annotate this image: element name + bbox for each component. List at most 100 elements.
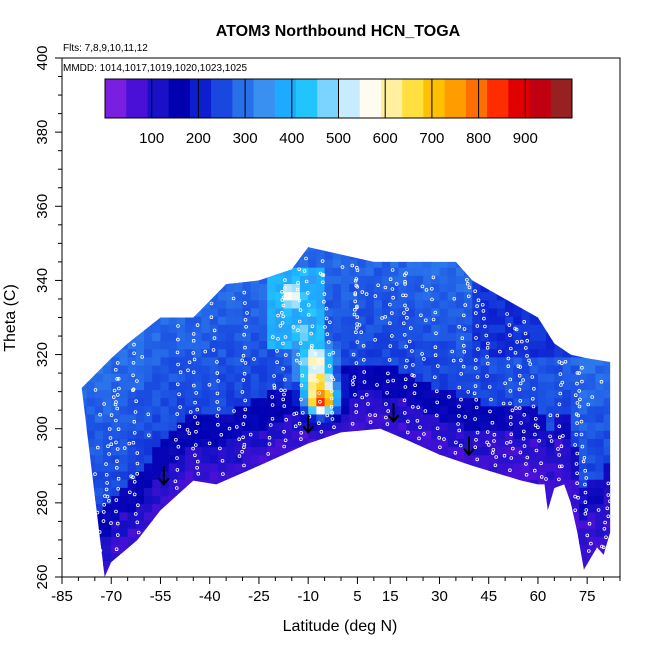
heatmap-cell [193, 568, 203, 578]
observation-point [112, 388, 117, 393]
observation-point [330, 375, 334, 380]
heatmap-cell [505, 470, 514, 480]
observation-point [350, 421, 355, 426]
observation-point [281, 341, 285, 346]
observation-point [187, 431, 192, 436]
heatmap-cell [250, 275, 260, 284]
heatmap-cell [587, 470, 596, 480]
heatmap-cell [562, 422, 572, 431]
heatmap-cell [160, 389, 170, 399]
y-tick-label: 300 [34, 416, 51, 441]
observation-point [559, 444, 564, 449]
heatmap-cell [250, 356, 260, 366]
heatmap-cell [234, 405, 244, 415]
heatmap-cell [185, 413, 194, 423]
heatmap-cell [365, 316, 375, 325]
heatmap-cell [258, 544, 268, 554]
heatmap-cell [505, 560, 514, 570]
heatmap-cell [94, 356, 104, 366]
heatmap-cell [94, 381, 104, 391]
heatmap-cell [209, 528, 219, 537]
heatmap-cell [414, 389, 424, 399]
observation-point [580, 379, 584, 384]
observation-point [280, 289, 284, 294]
heatmap-cell [250, 446, 260, 456]
heatmap-cell [324, 299, 334, 309]
heatmap-cell [119, 316, 129, 325]
observation-point [296, 352, 301, 357]
heatmap-cell [496, 275, 506, 284]
heatmap-cell [521, 568, 531, 578]
heatmap-cell [176, 389, 186, 399]
heatmap-cell [332, 519, 342, 529]
heatmap-cell [201, 283, 211, 293]
heatmap-cell [562, 373, 572, 382]
heatmap-cell [570, 462, 580, 472]
observation-point [114, 498, 119, 502]
heatmap-cell [267, 397, 276, 407]
heatmap-cell [472, 536, 482, 545]
heatmap-cell [480, 536, 490, 545]
heatmap-cell [81, 511, 88, 521]
heatmap-cell [341, 462, 350, 472]
heatmap-cell [447, 528, 457, 537]
heatmap-cell [176, 568, 186, 578]
heatmap-cell [103, 511, 112, 521]
observation-point [527, 358, 531, 363]
heatmap-cell [472, 299, 482, 309]
observation-point [613, 453, 616, 456]
heatmap-cell [349, 511, 359, 521]
heatmap-cell [431, 381, 441, 391]
heatmap-cell [595, 340, 605, 350]
heatmap-cell [423, 405, 432, 415]
heatmap-cell [537, 258, 547, 268]
heatmap-cell [447, 324, 457, 333]
observation-point [429, 286, 434, 291]
observation-point [215, 400, 220, 404]
heatmap-cell [505, 495, 514, 505]
observation-point [472, 391, 477, 396]
heatmap-cell [160, 519, 170, 529]
heatmap-cell [299, 454, 309, 464]
heatmap-cell [299, 487, 309, 497]
heatmap-cell [357, 373, 367, 382]
observation-point [463, 415, 468, 419]
heatmap-cell [226, 348, 235, 358]
heatmap-cell [570, 324, 580, 333]
heatmap-cell [546, 438, 555, 448]
heatmap-cell [250, 413, 260, 423]
heatmap-cell [160, 405, 170, 415]
heatmap-cell [176, 519, 186, 529]
heatmap-cell [587, 348, 596, 358]
heatmap-cell [357, 454, 367, 464]
observation-point [533, 432, 537, 437]
heatmap-cell [398, 454, 408, 464]
colorbar-swatch [126, 79, 148, 118]
heatmap-cell [242, 324, 252, 333]
heatmap-cell [217, 340, 227, 350]
heatmap-cell [578, 528, 588, 537]
heatmap-cell [291, 283, 301, 293]
heatmap-cell [431, 275, 441, 284]
heatmap-cell [349, 536, 359, 545]
heatmap-cell [455, 438, 465, 448]
observation-point [590, 395, 594, 399]
heatmap-cell [242, 373, 252, 382]
heatmap-cell [168, 446, 178, 456]
observation-point [268, 423, 273, 427]
heatmap-cell [127, 247, 137, 252]
heatmap-cell [160, 446, 170, 456]
heatmap-cell [168, 267, 178, 276]
observation-point [219, 432, 224, 437]
observation-point [351, 352, 356, 357]
heatmap-cell [447, 536, 457, 545]
heatmap-cell [382, 495, 391, 505]
heatmap-cell [234, 560, 244, 570]
heatmap-cell [439, 462, 449, 472]
heatmap-cell [258, 389, 268, 399]
heatmap-cell [119, 307, 129, 317]
observation-point [220, 458, 225, 463]
heatmap-cell [103, 454, 112, 464]
heatmap-cell [390, 397, 400, 407]
observation-point [403, 377, 408, 382]
